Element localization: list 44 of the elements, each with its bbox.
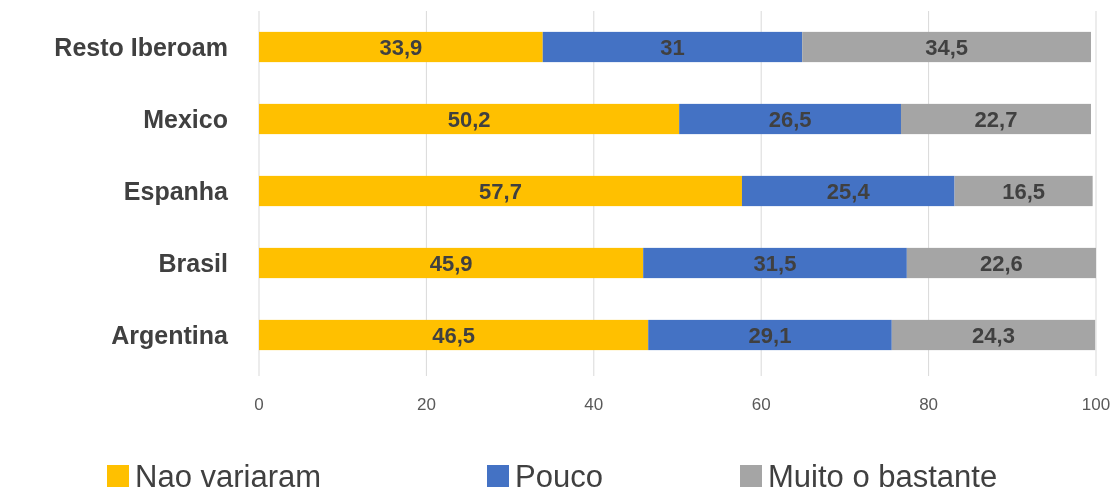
data-label: 31 — [660, 34, 685, 60]
y-tick-label: Resto Iberoam — [54, 33, 228, 61]
data-label: 31,5 — [753, 250, 797, 276]
x-tick-label: 100 — [1081, 395, 1111, 414]
bar — [259, 319, 649, 351]
bar — [679, 103, 901, 135]
bar — [741, 175, 955, 207]
data-label: 16,5 — [1002, 178, 1046, 204]
data-label: 50,2 — [447, 106, 491, 132]
data-label: 45,9 — [429, 250, 473, 276]
data-label: 22,7 — [974, 106, 1018, 132]
data-label: 22,6 — [980, 250, 1023, 276]
x-tick-label: 20 — [416, 395, 436, 414]
x-tick-label: 40 — [584, 395, 604, 414]
legend-label: Nao variaram — [135, 459, 322, 491]
legend-label: Pouco — [515, 459, 603, 491]
bar — [891, 319, 1096, 351]
bar — [259, 247, 644, 279]
x-tick-label: 80 — [919, 395, 939, 414]
data-label: 34,5 — [925, 34, 969, 60]
data-label: 46,5 — [432, 322, 476, 348]
legend-label: Muito o bastante — [768, 459, 998, 491]
data-label: 57,7 — [479, 178, 522, 204]
data-label: 24,3 — [972, 322, 1015, 348]
data-label: 25,4 — [826, 178, 871, 204]
data-label: 29,1 — [748, 322, 792, 348]
y-tick-label: Mexico — [143, 105, 228, 133]
bar — [802, 31, 1091, 63]
x-tick-label: 0 — [254, 395, 264, 414]
y-tick-label: Argentina — [111, 321, 230, 349]
bar — [259, 175, 742, 207]
bar — [648, 319, 892, 351]
bar — [542, 31, 803, 63]
bar — [954, 175, 1093, 207]
x-tick-label: 60 — [751, 395, 771, 414]
bar — [643, 247, 907, 279]
bar — [259, 103, 680, 135]
y-tick-label: Brasil — [158, 249, 228, 277]
data-label: 26,5 — [768, 106, 812, 132]
data-label: 33,9 — [379, 34, 423, 60]
y-tick-label: Espanha — [123, 177, 230, 205]
bar — [906, 247, 1096, 279]
bar — [900, 103, 1091, 135]
bar — [259, 31, 543, 63]
